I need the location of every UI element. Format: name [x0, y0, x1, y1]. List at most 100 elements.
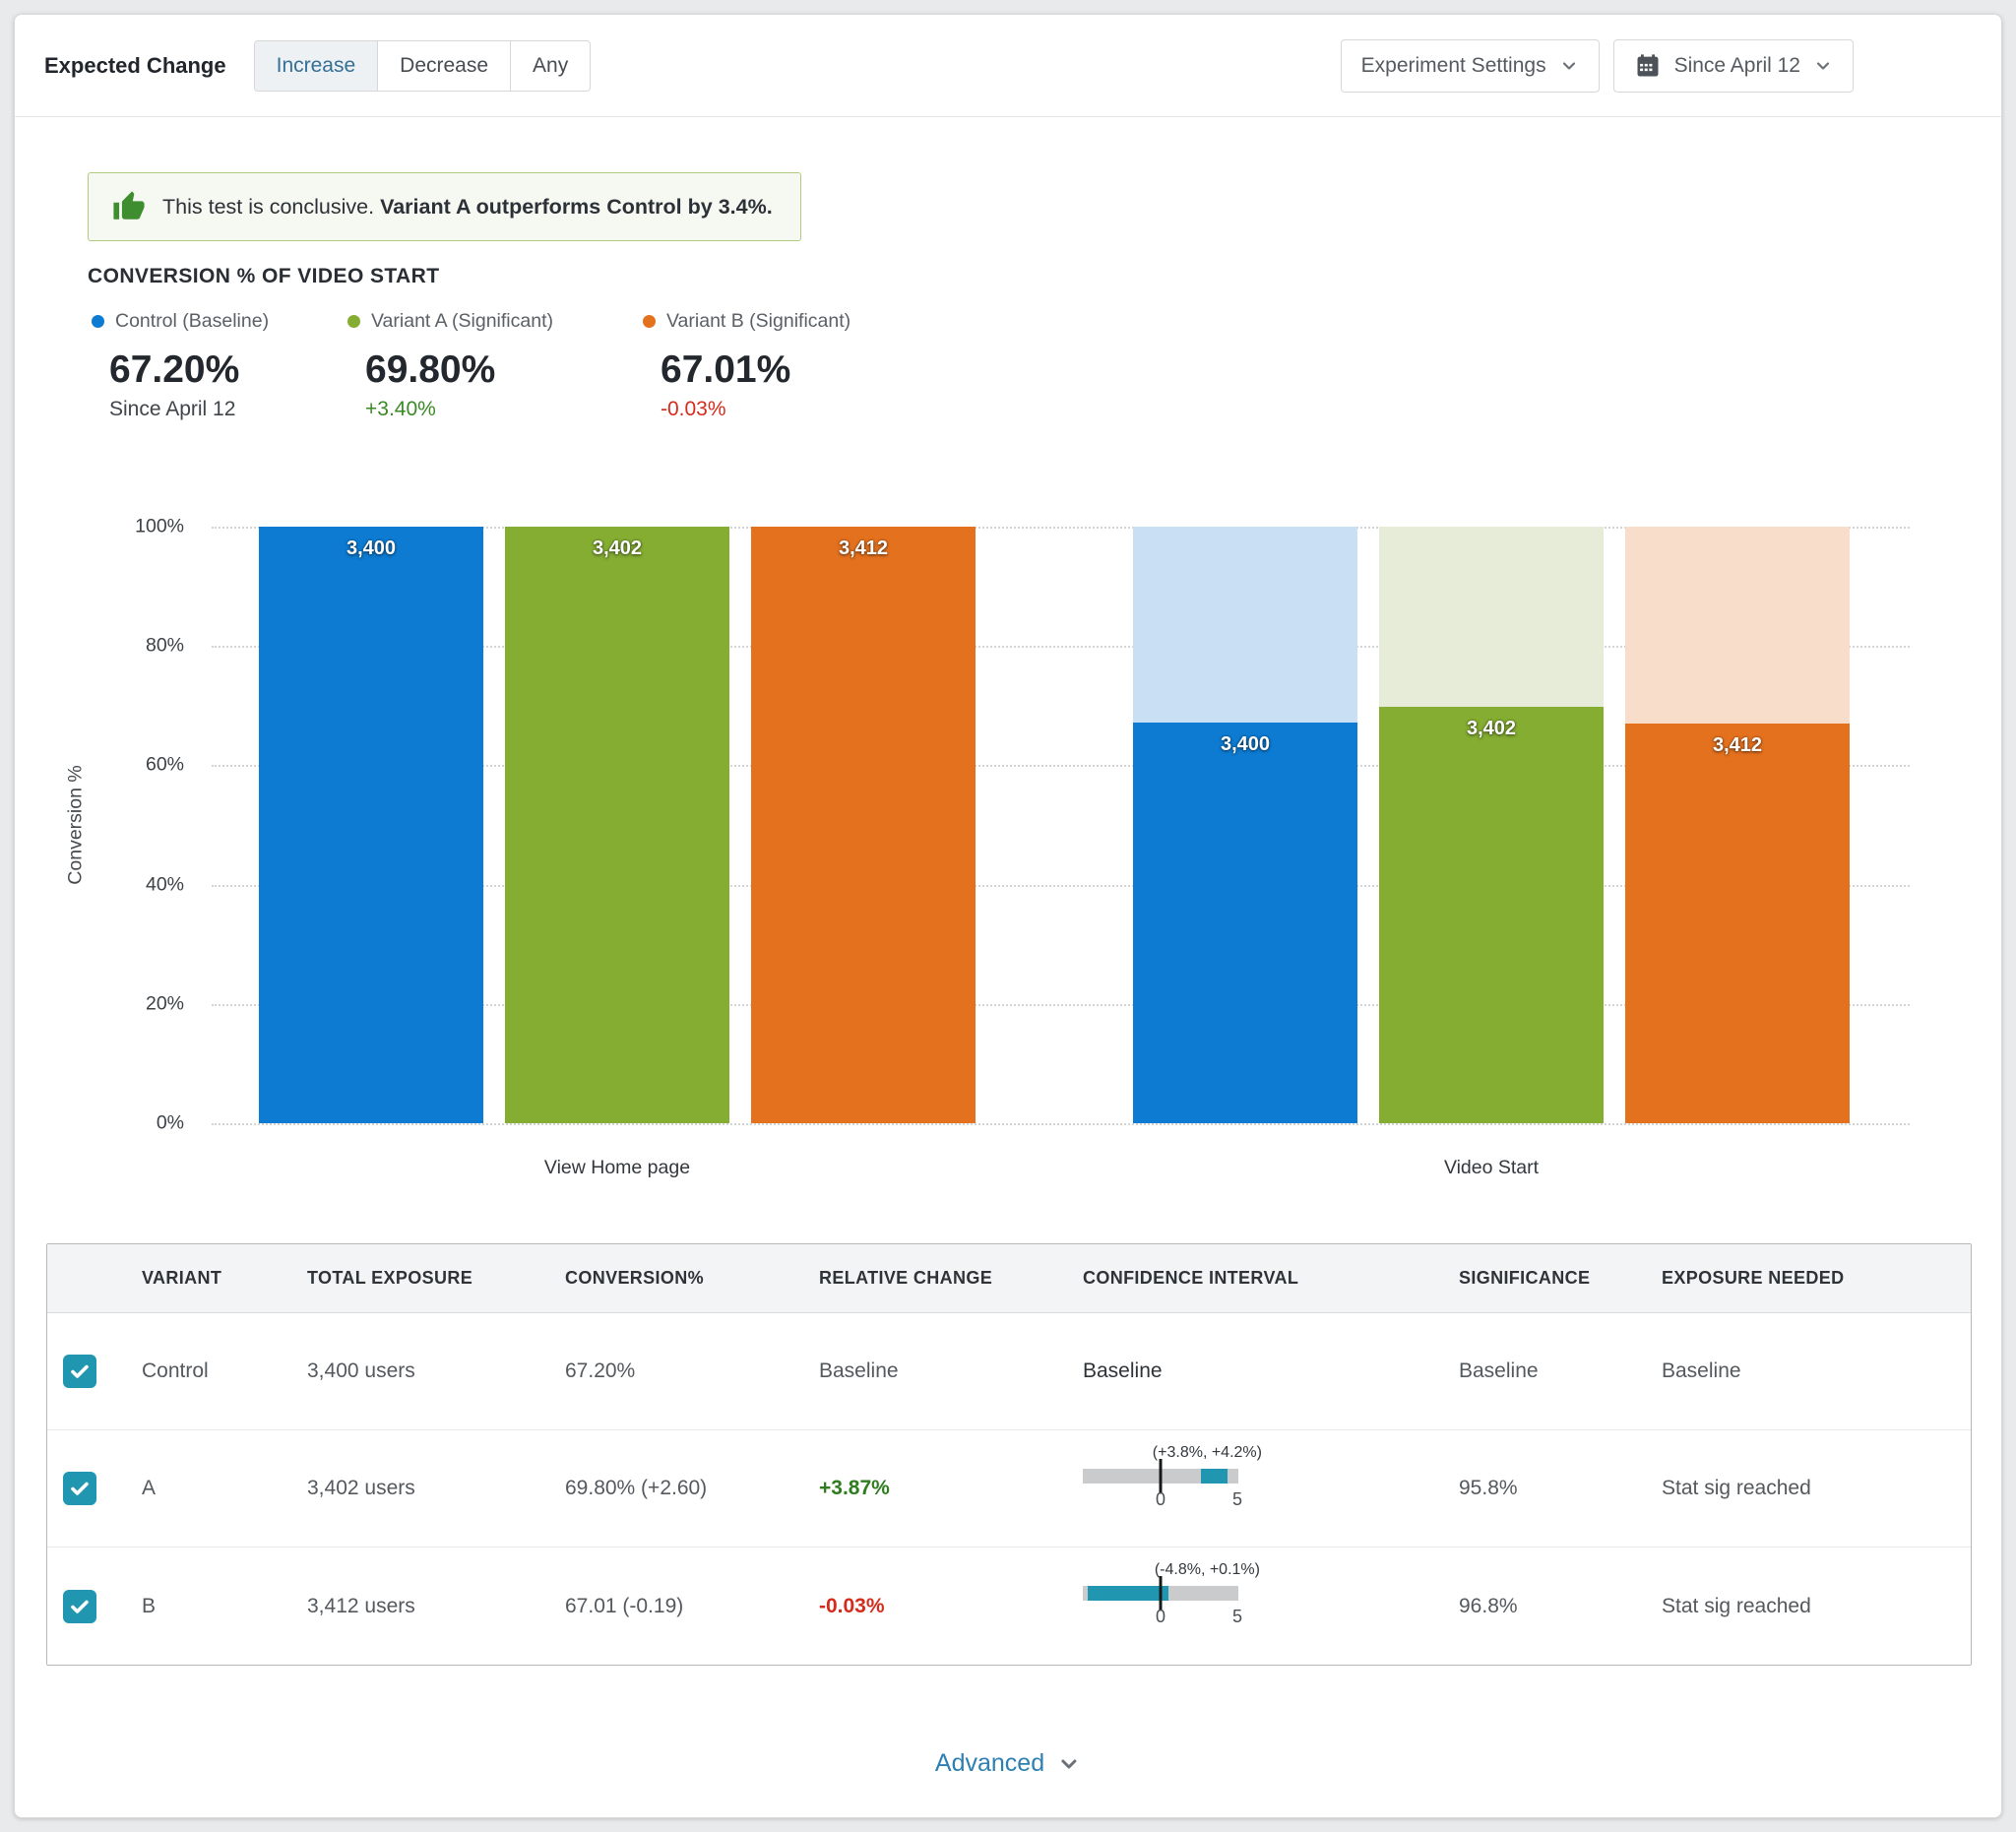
control-checkbox[interactable]: [63, 1355, 96, 1388]
y-axis-tick: 100%: [135, 516, 184, 538]
ci-fill: [1201, 1469, 1228, 1484]
date-range-label: Since April 12: [1674, 54, 1800, 78]
variant-b-conversion-value: 67.01%: [661, 348, 850, 392]
relative-change: +3.87%: [819, 1477, 1083, 1500]
total-exposure: 3,400 users: [307, 1359, 565, 1383]
variant-b-dot-icon: [643, 315, 656, 328]
checkmark-icon: [68, 1477, 92, 1500]
ci-scale-max: 5: [1232, 1489, 1242, 1510]
table-row-variant-b: B 3,412 users 67.01 (-0.19) -0.03% (-4.8…: [47, 1548, 1971, 1665]
plot-area: 3,4003,4023,412View Home page3,4003,4023…: [212, 527, 1910, 1123]
conclusive-banner: This test is conclusive. Variant A outpe…: [88, 172, 801, 241]
significance: 95.8%: [1459, 1477, 1662, 1500]
total-exposure: 3,412 users: [307, 1595, 565, 1618]
variant-b-checkbox[interactable]: [63, 1590, 96, 1623]
bar-fill-segment: [505, 527, 729, 1123]
exposure-needed: Stat sig reached: [1662, 1595, 1971, 1618]
bar-group-view-home-page: 3,4003,4023,412View Home page: [259, 527, 976, 1123]
advanced-label: Advanced: [935, 1749, 1044, 1778]
control-conversion-value: 67.20%: [109, 348, 269, 392]
col-conversion: CONVERSION%: [565, 1268, 819, 1289]
bar-variant-b[interactable]: 3,412: [751, 527, 976, 1123]
bar-fill-segment: [259, 527, 483, 1123]
table-row-variant-a: A 3,402 users 69.80% (+2.60) +3.87% (+3.…: [47, 1430, 1971, 1548]
bar-control[interactable]: 3,400: [1133, 527, 1357, 1123]
col-variant: VARIANT: [142, 1268, 307, 1289]
bar-fill-segment: [751, 527, 976, 1123]
chevron-down-icon: [1057, 1752, 1081, 1776]
conversion: 67.20%: [565, 1359, 819, 1383]
banner-text: This test is conclusive. Variant A outpe…: [162, 195, 773, 220]
exposure-needed: Baseline: [1662, 1359, 1971, 1383]
legend-control: Control (Baseline) 67.20% Since April 12: [92, 310, 269, 421]
variant-name: A: [142, 1477, 307, 1500]
toolbar-right: Experiment Settings Since April 12: [1341, 39, 1854, 93]
chevron-down-icon: [1559, 56, 1579, 76]
bar-remainder-segment: [1379, 527, 1604, 707]
calendar-icon: [1634, 52, 1662, 80]
segment-increase[interactable]: Increase: [254, 40, 379, 92]
bar-control[interactable]: 3,400: [259, 527, 483, 1123]
ci-track: [1083, 1586, 1238, 1601]
col-significance: SIGNIFICANCE: [1459, 1268, 1662, 1289]
toolbar: Expected Change Increase Decrease Any Ex…: [15, 15, 2001, 117]
expected-change-segmented-control: Increase Decrease Any: [254, 40, 592, 92]
expected-change-label: Expected Change: [44, 53, 226, 79]
y-axis-tick: 0%: [157, 1112, 184, 1135]
bar-count-label: 3,412: [751, 537, 976, 560]
legend-name: Control (Baseline): [115, 310, 269, 333]
significance: Baseline: [1459, 1359, 1662, 1383]
relative-change: -0.03%: [819, 1595, 1083, 1618]
legend-variant-b: Variant B (Significant) 67.01% -0.03%: [643, 310, 850, 421]
bar-variant-a[interactable]: 3,402: [1379, 527, 1604, 1123]
significance: 96.8%: [1459, 1595, 1662, 1618]
checkmark-icon: [68, 1595, 92, 1618]
variant-a-lift: +3.40%: [365, 398, 553, 421]
metric-title: CONVERSION % OF VIDEO START: [88, 265, 439, 288]
col-exposure-needed: EXPOSURE NEEDED: [1662, 1268, 1971, 1289]
ci-scale-min: 0: [1156, 1607, 1166, 1627]
bar-remainder-segment: [1133, 527, 1357, 723]
bar-variant-b[interactable]: 3,412: [1625, 527, 1850, 1123]
col-total-exposure: TOTAL EXPOSURE: [307, 1268, 565, 1289]
col-confidence-interval: CONFIDENCE INTERVAL: [1083, 1268, 1459, 1289]
legend-name: Variant A (Significant): [371, 310, 553, 333]
table-row-control: Control 3,400 users 67.20% Baseline Base…: [47, 1313, 1971, 1430]
variant-b-lift: -0.03%: [661, 398, 850, 421]
x-axis-group-label: Video Start: [1133, 1157, 1850, 1179]
y-axis-tick: 40%: [146, 873, 184, 896]
bar-count-label: 3,402: [505, 537, 729, 560]
variant-name: B: [142, 1595, 307, 1618]
exposure-needed: Stat sig reached: [1662, 1477, 1971, 1500]
conversion: 67.01 (-0.19): [565, 1595, 819, 1618]
experiment-results-card: Expected Change Increase Decrease Any Ex…: [14, 14, 2002, 1818]
experiment-settings-label: Experiment Settings: [1361, 54, 1546, 78]
thumbs-up-icon: [112, 190, 146, 223]
segment-decrease[interactable]: Decrease: [377, 40, 511, 92]
results-table: VARIANT TOTAL EXPOSURE CONVERSION% RELAT…: [46, 1243, 1972, 1666]
variant-a-conversion-value: 69.80%: [365, 348, 553, 392]
confidence-interval-widget: (+3.8%, +4.2%) 0 5: [1083, 1469, 1238, 1509]
table-header-row: VARIANT TOTAL EXPOSURE CONVERSION% RELAT…: [47, 1244, 1971, 1313]
bar-count-label: 3,402: [1379, 718, 1604, 740]
ci-scale-max: 5: [1232, 1607, 1242, 1627]
bar-count-label: 3,400: [259, 537, 483, 560]
legend-variant-a: Variant A (Significant) 69.80% +3.40%: [347, 310, 553, 421]
ci-fill: [1088, 1586, 1168, 1601]
ci-range-label: (-4.8%, +0.1%): [1155, 1561, 1260, 1579]
y-axis-tick: 60%: [146, 754, 184, 777]
bar-count-label: 3,412: [1625, 734, 1850, 757]
relative-change: Baseline: [819, 1359, 1083, 1383]
bar-remainder-segment: [1625, 527, 1850, 724]
col-relative-change: RELATIVE CHANGE: [819, 1268, 1083, 1289]
x-axis-group-label: View Home page: [259, 1157, 976, 1179]
variant-a-checkbox[interactable]: [63, 1472, 96, 1505]
segment-any[interactable]: Any: [510, 40, 591, 92]
total-exposure: 3,402 users: [307, 1477, 565, 1500]
date-range-button[interactable]: Since April 12: [1613, 39, 1854, 93]
bar-variant-a[interactable]: 3,402: [505, 527, 729, 1123]
y-axis-tick: 20%: [146, 992, 184, 1015]
advanced-toggle[interactable]: Advanced: [935, 1749, 1081, 1778]
y-axis: 100%80%60%40%20%0%: [15, 527, 184, 1123]
experiment-settings-button[interactable]: Experiment Settings: [1341, 39, 1600, 93]
